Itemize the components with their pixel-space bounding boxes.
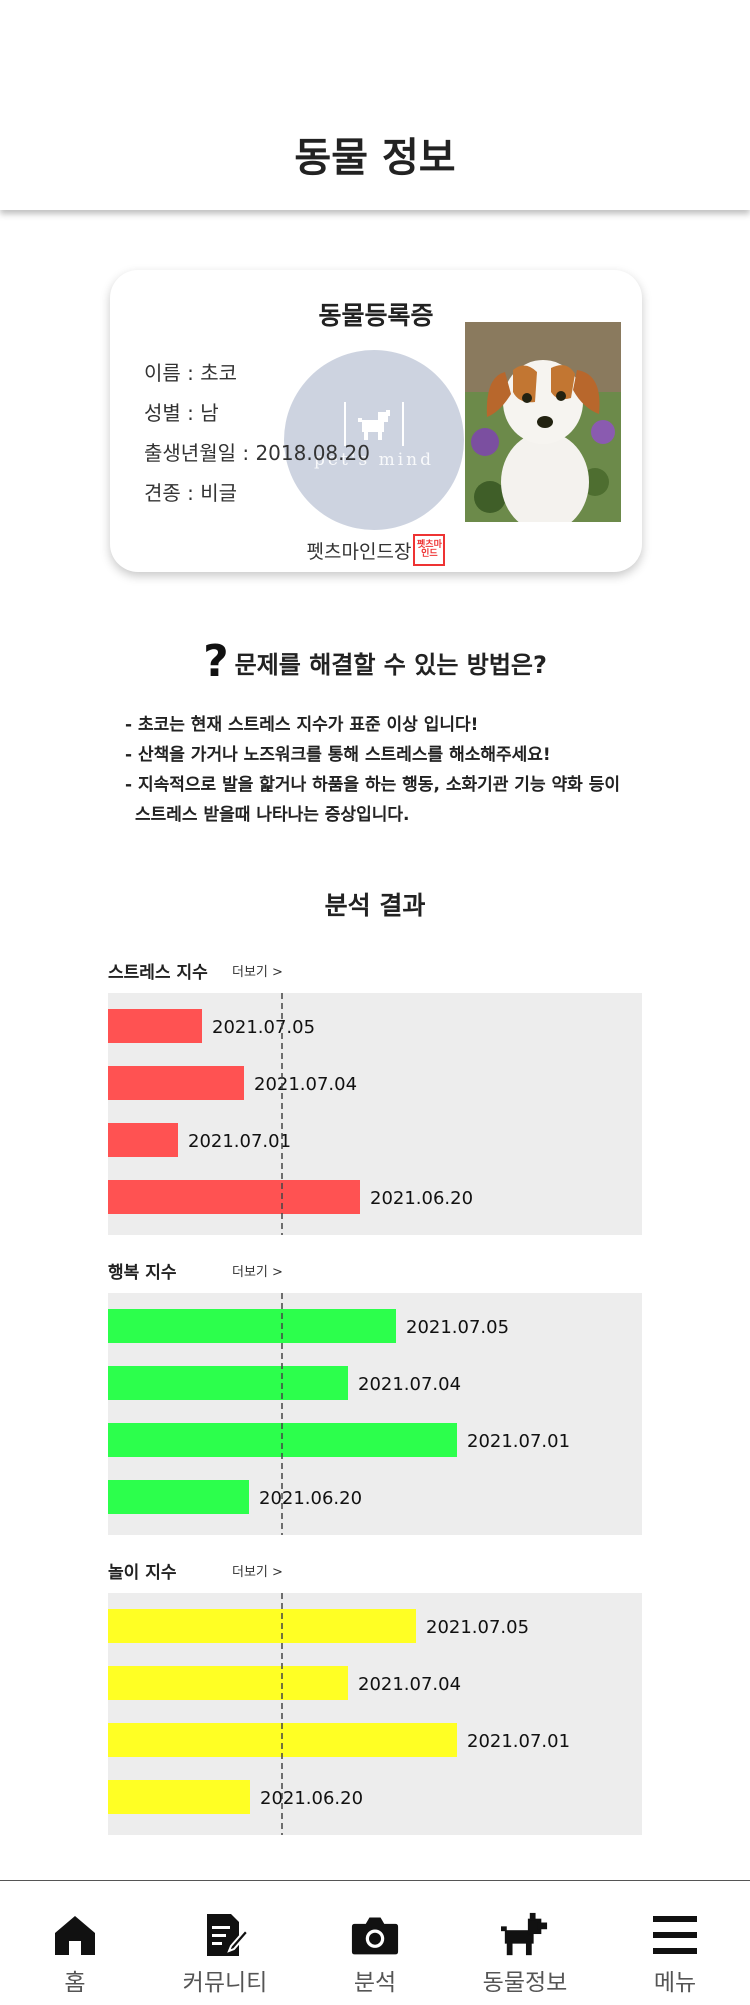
chart-header: 놀이 지수 더보기 >	[108, 1555, 283, 1585]
nav-analysis[interactable]: 분석	[300, 1881, 450, 2005]
registration-card: 동물등록증 pet's mind 이름 : 초코 성별 : 남 출생년월일 : …	[110, 270, 642, 572]
chart-label: 스트레스 지수	[108, 962, 208, 983]
chart-label: 행복 지수	[108, 1262, 177, 1283]
bar-2021.07.05	[108, 1009, 202, 1043]
bar-2021.06.20	[108, 1180, 360, 1214]
question-icon: ?	[203, 636, 229, 687]
bar-label: 2021.07.05	[212, 1017, 315, 1038]
more-link[interactable]: 더보기 >	[232, 1564, 283, 1580]
official-stamp: 펫츠마인드	[413, 534, 446, 566]
dog-icon	[501, 1911, 549, 1959]
bar-label: 2021.06.20	[370, 1188, 473, 1209]
page-title: 동물 정보	[294, 135, 456, 181]
solution-line: - 초코는 현재 스트레스 지수가 표준 이상 입니다!	[125, 715, 479, 735]
page-header: 동물 정보	[0, 0, 750, 210]
pet-birthdate: 출생년월일 : 2018.08.20	[144, 441, 370, 465]
camera-icon	[351, 1911, 399, 1959]
nav-label: 커뮤니티	[182, 1970, 268, 1996]
bar-2021.07.05	[108, 1609, 416, 1643]
nav-label: 홈	[64, 1970, 86, 1996]
chart-area: 2021.07.05 2021.07.04 2021.07.01 2021.06.20	[108, 993, 642, 1235]
bar-label: 2021.07.04	[358, 1674, 461, 1695]
nav-pet-info[interactable]: 동물정보	[450, 1881, 600, 2005]
solution-list: - 초코는 현재 스트레스 지수가 표준 이상 입니다! - 산책을 가거나 노…	[125, 710, 665, 830]
nav-home[interactable]: 홈	[0, 1881, 150, 2005]
solution-line: - 산책을 가거나 노즈워크를 통해 스트레스를 해소해주세요!	[125, 745, 551, 765]
bar-label: 2021.07.05	[426, 1617, 529, 1638]
bar-label: 2021.06.20	[259, 1488, 362, 1509]
chart-header: 스트레스 지수 더보기 >	[108, 955, 283, 985]
bar-2021.07.05	[108, 1309, 396, 1343]
menu-icon	[651, 1911, 699, 1959]
pet-breed: 견종 : 비글	[144, 481, 238, 505]
dog-logo-icon	[344, 402, 404, 446]
bar-label: 2021.07.04	[254, 1074, 357, 1095]
bar-label: 2021.07.01	[188, 1131, 291, 1152]
stress-chart-svg: 2021.07.05 2021.07.04 2021.07.01 2021.06.20	[108, 993, 473, 1235]
seal-text: pet's mind	[314, 450, 434, 470]
play-chart: 놀이 지수 더보기 > 2021.07.05 2021.07.04 2021.07.…	[108, 1555, 642, 1835]
solution-line: 스트레스 받을때 나타나는 증상입니다.	[135, 805, 410, 825]
chart-area: 2021.07.05 2021.07.04 2021.07.01 2021.06.20	[108, 1593, 642, 1835]
play-chart-svg: 2021.07.05 2021.07.04 2021.07.01 2021.06.20	[108, 1593, 570, 1835]
bar-2021.07.04	[108, 1366, 348, 1400]
bar-2021.06.20	[108, 1480, 249, 1514]
bar-label: 2021.07.05	[406, 1317, 509, 1338]
bar-2021.06.20	[108, 1780, 250, 1814]
happiness-chart-svg: 2021.07.05 2021.07.04 2021.07.01 2021.06.20	[108, 1293, 570, 1535]
chart-header: 행복 지수 더보기 >	[108, 1255, 283, 1285]
nav-label: 동물정보	[482, 1970, 568, 1996]
bar-label: 2021.07.04	[358, 1374, 461, 1395]
stress-chart: 스트레스 지수 더보기 > 2021.07.05 2021.07.04 2021.0…	[108, 955, 642, 1235]
home-icon	[51, 1911, 99, 1959]
chart-area: 2021.07.05 2021.07.04 2021.07.01 2021.06.20	[108, 1293, 642, 1535]
pet-name: 이름 : 초코	[144, 361, 238, 385]
bar-2021.07.01	[108, 1123, 178, 1157]
bar-label: 2021.06.20	[260, 1788, 363, 1809]
more-link[interactable]: 더보기 >	[232, 1264, 283, 1280]
watermark-seal: pet's mind	[284, 350, 464, 530]
nav-community[interactable]: 커뮤니티	[150, 1881, 300, 2005]
nav-label: 메뉴	[653, 1970, 697, 1996]
nav-label: 분석	[353, 1970, 397, 1996]
bar-2021.07.04	[108, 1066, 244, 1100]
bar-label: 2021.07.01	[467, 1731, 570, 1752]
chart-label: 놀이 지수	[108, 1562, 177, 1583]
bottom-navigation: 홈 커뮤니티 분석 동물정보 메뉴	[0, 1880, 750, 2005]
card-issuer: 펫츠마인드장 펫츠마인드	[110, 534, 642, 566]
more-link[interactable]: 더보기 >	[232, 964, 283, 980]
solution-heading: ? 문제를 해결할 수 있는 방법은?	[0, 640, 750, 684]
community-icon	[201, 1911, 249, 1959]
solution-line: - 지속적으로 발을 핥거나 하품을 하는 행동, 소화기관 기능 약화 등이	[125, 775, 620, 795]
solution-title: 문제를 해결할 수 있는 방법은?	[234, 650, 547, 679]
happiness-chart: 행복 지수 더보기 > 2021.07.05 2021.07.04 2021.07.…	[108, 1255, 642, 1535]
issuer-name: 펫츠마인드장	[306, 540, 412, 563]
pet-photo	[465, 322, 621, 522]
bar-label: 2021.07.01	[467, 1431, 570, 1452]
pet-sex: 성별 : 남	[144, 401, 219, 425]
bar-2021.07.04	[108, 1666, 348, 1700]
analysis-title: 분석 결과	[324, 891, 426, 920]
card-title: 동물등록증	[318, 301, 434, 330]
nav-menu[interactable]: 메뉴	[600, 1881, 750, 2005]
